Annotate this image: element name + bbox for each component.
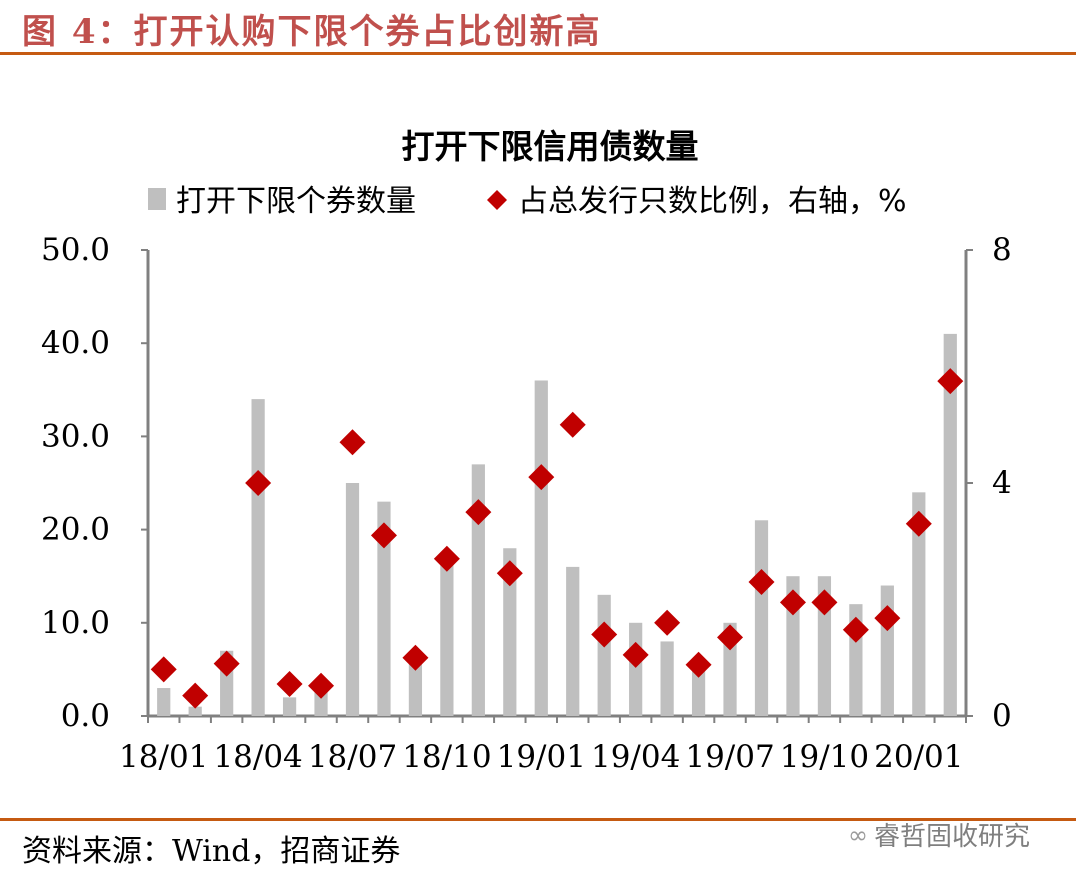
ratio-marker: [874, 605, 901, 632]
x-tick-label: 18/10: [402, 739, 491, 775]
ratio-marker: [811, 589, 838, 616]
ratio-marker: [937, 368, 964, 395]
bar: [377, 501, 391, 716]
right-tick-label: 0: [992, 698, 1012, 734]
bar: [754, 520, 769, 716]
source-rule: [0, 818, 1076, 821]
ratio-marker: [370, 522, 397, 549]
left-tick-label: 0.0: [61, 698, 110, 734]
x-tick-label: 18/01: [119, 739, 208, 775]
x-tick-label: 19/04: [591, 739, 680, 775]
legend-marker-swatch: [487, 190, 507, 210]
bar: [408, 660, 423, 716]
ratio-marker: [339, 429, 366, 456]
bar: [943, 333, 957, 716]
wechat-icon: ∞: [848, 820, 868, 849]
left-tick-label: 40.0: [41, 325, 110, 361]
ratio-marker: [213, 650, 240, 677]
watermark: ∞ 睿哲固收研究: [848, 816, 1030, 853]
left-tick-label: 30.0: [41, 418, 110, 454]
legend-marker-label: 占总发行只数比例，右轴，%: [518, 184, 907, 219]
ratio-marker: [779, 589, 806, 616]
ratio-marker: [150, 656, 177, 683]
bar: [157, 688, 171, 716]
ratio-marker: [182, 682, 209, 709]
bar: [912, 492, 926, 716]
ratio-marker: [465, 499, 492, 526]
source-note: 资料来源：Wind，招商证券: [22, 834, 401, 869]
bar: [282, 697, 297, 716]
x-tick-labels: 18/01 18/04 18/07 18/10 19/01 19/04 19/07 19/10…: [119, 739, 963, 775]
x-tick-label: 19/07: [685, 739, 774, 775]
x-tick-label: 20/01: [874, 739, 963, 775]
bar: [345, 483, 360, 716]
ratio-marker: [433, 545, 460, 572]
ratio-marker: [685, 651, 712, 678]
ratio-marker: [842, 616, 869, 643]
bar: [471, 464, 485, 716]
bar: [597, 594, 611, 716]
bar: [880, 585, 894, 716]
watermark-text: 睿哲固收研究: [874, 822, 1031, 852]
right-tick-label: 8: [992, 232, 1012, 268]
bar: [660, 641, 674, 716]
bar-series: [157, 333, 957, 716]
right-tick-label: 4: [992, 465, 1012, 501]
x-tick-label: 19/10: [780, 739, 869, 775]
left-tick-label: 10.0: [41, 605, 110, 641]
ratio-marker: [559, 411, 586, 438]
ratio-marker: [654, 609, 681, 636]
axes: 0.0 10.0 20.0 30.0 40.0 50.0 0 4 8: [41, 232, 1012, 734]
figure-title: 图 4：打开认购下限个券占比创新高: [22, 12, 602, 52]
left-tick-label: 20.0: [41, 512, 110, 548]
chart-title: 打开下限信用债数量: [402, 127, 699, 166]
ratio-marker: [245, 470, 272, 496]
ratio-marker: [308, 672, 335, 699]
ratio-marker: [528, 464, 555, 491]
ratio-marker: [717, 624, 744, 651]
ratio-marker: [748, 569, 775, 596]
x-tick-label: 18/07: [308, 739, 397, 775]
bar: [566, 566, 580, 716]
bar: [629, 622, 643, 716]
bar: [440, 557, 454, 716]
bar: [691, 669, 706, 716]
ratio-marker: [276, 670, 303, 697]
ratio-marker: [905, 510, 932, 537]
legend-bar-swatch: [148, 188, 166, 210]
x-tick-label: 18/04: [213, 739, 302, 775]
x-tick-label: 19/01: [497, 739, 586, 775]
ratio-marker: [496, 560, 523, 587]
marker-series: [150, 368, 964, 709]
bar: [534, 380, 548, 716]
ratio-marker: [591, 621, 618, 648]
title-rule: [0, 52, 1076, 55]
bar: [503, 548, 517, 716]
bar: [188, 706, 202, 716]
left-tick-label: 50.0: [41, 232, 110, 268]
ratio-marker: [622, 641, 649, 668]
bar: [251, 399, 265, 716]
legend: 打开下限个券数量 占总发行只数比例，右轴，%: [148, 184, 907, 219]
ratio-marker: [402, 644, 429, 671]
legend-bar-label: 打开下限个券数量: [176, 184, 416, 219]
